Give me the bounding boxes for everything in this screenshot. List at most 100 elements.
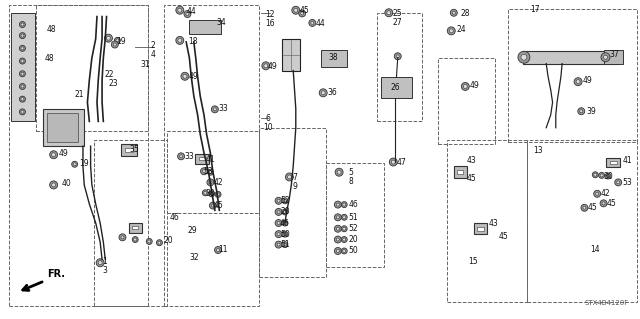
Bar <box>167 131 259 213</box>
Text: 50: 50 <box>280 230 290 239</box>
Bar <box>604 50 623 64</box>
Circle shape <box>334 214 341 221</box>
Text: 15: 15 <box>468 257 477 266</box>
Text: 34: 34 <box>216 19 226 27</box>
Circle shape <box>341 226 348 232</box>
Circle shape <box>594 173 596 176</box>
Circle shape <box>121 236 124 239</box>
Bar <box>326 163 384 268</box>
Circle shape <box>214 247 221 254</box>
Circle shape <box>391 160 396 164</box>
Circle shape <box>204 191 207 194</box>
Circle shape <box>209 202 216 209</box>
Text: 27: 27 <box>393 18 403 27</box>
Text: 45: 45 <box>588 203 598 212</box>
Text: 20: 20 <box>164 236 173 245</box>
Circle shape <box>19 109 26 115</box>
Circle shape <box>181 72 189 80</box>
Circle shape <box>72 161 77 167</box>
Bar <box>438 58 495 144</box>
Bar <box>129 223 141 233</box>
Text: 45: 45 <box>213 201 223 210</box>
Circle shape <box>275 208 282 215</box>
Text: 44: 44 <box>315 19 325 28</box>
Text: 52: 52 <box>348 224 358 233</box>
Circle shape <box>277 221 280 225</box>
Circle shape <box>211 106 218 113</box>
Circle shape <box>287 175 291 179</box>
Circle shape <box>207 179 214 186</box>
Text: 12: 12 <box>266 11 275 19</box>
Circle shape <box>19 33 26 39</box>
Circle shape <box>394 53 401 60</box>
Circle shape <box>337 249 339 252</box>
Circle shape <box>277 211 280 213</box>
Circle shape <box>104 34 113 42</box>
Circle shape <box>262 62 270 70</box>
Circle shape <box>285 173 293 181</box>
Text: 17: 17 <box>531 5 540 14</box>
Circle shape <box>116 39 119 42</box>
Circle shape <box>19 84 26 89</box>
Circle shape <box>447 27 455 35</box>
Circle shape <box>576 80 580 84</box>
Circle shape <box>604 55 607 59</box>
Circle shape <box>284 199 287 202</box>
Text: 5: 5 <box>348 168 353 177</box>
Circle shape <box>581 204 588 211</box>
Circle shape <box>594 190 601 197</box>
Text: 30: 30 <box>205 189 215 198</box>
Bar <box>474 223 487 234</box>
Circle shape <box>343 216 346 219</box>
Circle shape <box>301 12 303 15</box>
Circle shape <box>277 243 280 246</box>
Text: 45: 45 <box>467 174 477 183</box>
Circle shape <box>264 64 268 68</box>
Circle shape <box>50 181 58 189</box>
Text: 37: 37 <box>609 49 620 59</box>
Text: 41: 41 <box>205 155 215 164</box>
Circle shape <box>341 237 348 242</box>
Circle shape <box>343 203 346 206</box>
Text: 49: 49 <box>268 62 277 71</box>
Text: 49: 49 <box>469 81 479 90</box>
Circle shape <box>337 238 339 241</box>
Circle shape <box>607 174 609 177</box>
Text: 40: 40 <box>61 179 71 188</box>
Circle shape <box>574 78 582 86</box>
Text: 21: 21 <box>74 90 84 99</box>
Circle shape <box>178 8 182 12</box>
Circle shape <box>337 216 339 219</box>
Bar <box>282 39 300 70</box>
Circle shape <box>334 248 341 255</box>
Text: 46: 46 <box>280 219 290 227</box>
Text: FR.: FR. <box>47 269 65 279</box>
Circle shape <box>213 108 216 111</box>
Text: 43: 43 <box>467 156 477 165</box>
Circle shape <box>578 108 585 115</box>
Circle shape <box>396 55 399 58</box>
Bar <box>132 226 138 229</box>
Bar <box>195 154 209 164</box>
Circle shape <box>21 98 24 101</box>
Circle shape <box>341 202 348 208</box>
Bar <box>47 114 78 142</box>
Circle shape <box>284 211 287 213</box>
Bar <box>477 227 484 231</box>
Circle shape <box>176 36 184 44</box>
Text: 20: 20 <box>280 207 290 216</box>
Circle shape <box>146 239 152 244</box>
Circle shape <box>275 197 282 204</box>
Circle shape <box>178 38 182 42</box>
Text: 7: 7 <box>292 174 297 182</box>
Bar <box>198 157 205 160</box>
Circle shape <box>294 8 298 12</box>
Circle shape <box>50 151 58 159</box>
Circle shape <box>387 11 391 15</box>
Bar <box>523 51 618 63</box>
Text: 33: 33 <box>218 104 228 113</box>
Circle shape <box>605 173 611 179</box>
Circle shape <box>321 91 325 95</box>
Text: 8: 8 <box>348 177 353 186</box>
Circle shape <box>299 10 306 17</box>
